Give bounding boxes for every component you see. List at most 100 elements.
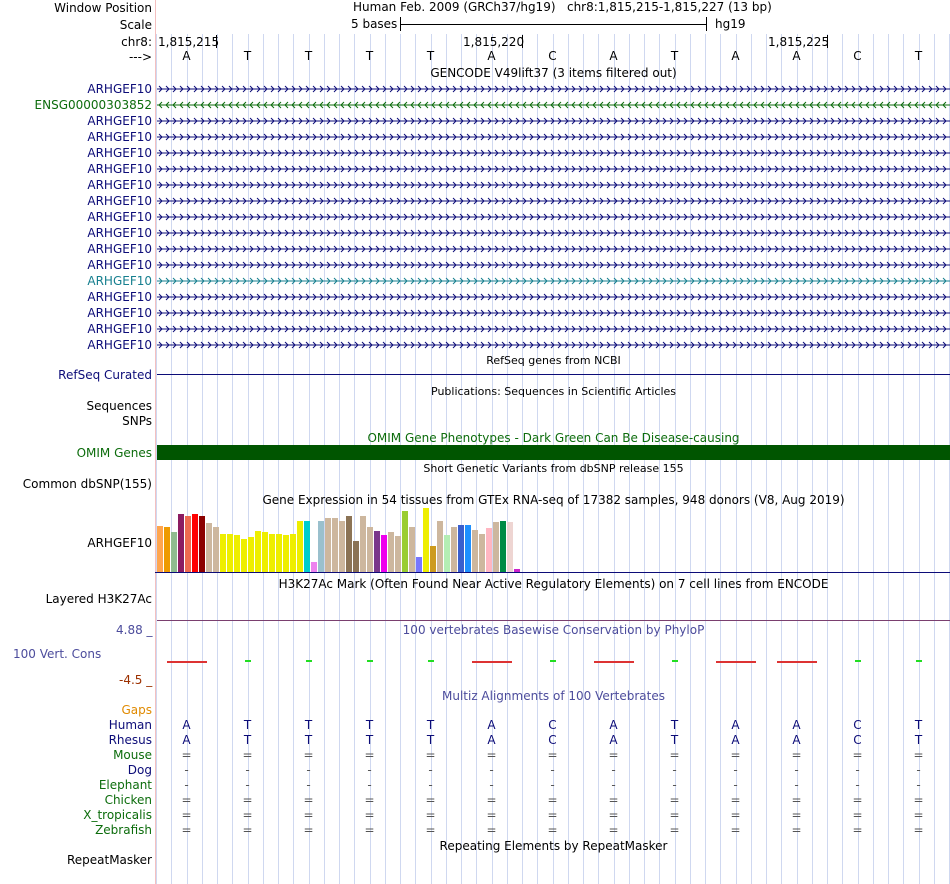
phylop-title[interactable]: 100 vertebrates Basewise Conservation by… [402,623,705,637]
gencode-row-label[interactable]: ARHGEF10 [87,130,152,144]
gtex-tissue-bar[interactable] [339,521,345,572]
gencode-row-label[interactable]: ARHGEF10 [87,210,152,224]
gencode-transcript[interactable] [157,339,950,351]
gtex-tissue-bar[interactable] [507,522,513,572]
gencode-title[interactable]: GENCODE V49lift37 (3 items filtered out) [430,66,677,80]
gtex-tissue-bar[interactable] [388,532,394,572]
gencode-transcript[interactable] [157,291,950,303]
h3k27ac-title[interactable]: H3K27Ac Mark (Often Found Near Active Re… [278,577,829,591]
gencode-row-label[interactable]: ARHGEF10 [87,178,152,192]
gtex-tissue-bar[interactable] [374,531,380,572]
publications-label-sequences[interactable]: Sequences [86,399,152,413]
gencode-transcript[interactable] [157,211,950,223]
phylop-mark[interactable] [715,661,756,663]
gencode-transcript[interactable] [157,179,950,191]
phylop-mark[interactable] [166,661,207,663]
gtex-tissue-bar[interactable] [367,527,373,572]
gtex-tissue-bar[interactable] [318,521,324,572]
gtex-tissue-bar[interactable] [164,527,170,572]
gtex-tissue-bar[interactable] [248,537,254,572]
phylop-mark[interactable] [427,660,434,662]
phylop-label[interactable]: 100 Vert. Cons [13,647,102,661]
gencode-transcript[interactable] [157,243,950,255]
repeatmasker-label[interactable]: RepeatMasker [66,853,152,867]
gtex-label[interactable]: ARHGEF10 [87,536,152,550]
refseq-title[interactable]: RefSeq genes from NCBI [486,354,621,367]
gtex-tissue-bar[interactable] [493,522,499,572]
gtex-tissue-bar[interactable] [360,516,366,572]
gtex-tissue-bar[interactable] [458,525,464,572]
phylop-mark[interactable] [549,660,556,662]
gencode-transcript[interactable] [157,147,950,159]
gencode-row-label[interactable]: ENSG00000303852 [34,98,152,112]
gtex-tissue-bar[interactable] [157,526,163,572]
gtex-tissue-bar[interactable] [332,518,338,572]
multiz-species-label[interactable]: Mouse [113,748,152,762]
gtex-tissue-bar[interactable] [451,527,457,572]
gencode-transcript[interactable] [157,275,950,287]
multiz-species-label[interactable]: Zebrafish [95,823,152,837]
multiz-gaps-label[interactable]: Gaps [121,703,152,717]
gtex-tissue-bar[interactable] [304,521,310,572]
gencode-transcript[interactable] [157,131,950,143]
dbsnp-title[interactable]: Short Genetic Variants from dbSNP releas… [423,462,684,475]
gencode-transcript[interactable] [157,115,950,127]
gtex-tissue-bar[interactable] [269,534,275,572]
gtex-tissue-bar[interactable] [290,534,296,572]
phylop-mark[interactable] [776,661,817,663]
gencode-transcript[interactable] [157,227,950,239]
h3k27ac-line[interactable] [157,620,950,621]
gtex-tissue-bar[interactable] [171,532,177,572]
phylop-mark[interactable] [854,660,861,662]
gencode-row-label[interactable]: ARHGEF10 [87,162,152,176]
gtex-tissue-bar[interactable] [262,532,268,572]
gtex-tissue-bar[interactable] [185,516,191,572]
phylop-mark[interactable] [671,660,678,662]
gencode-transcript[interactable] [157,163,950,175]
omim-label[interactable]: OMIM Genes [76,446,152,460]
gtex-tissue-bar[interactable] [381,535,387,572]
gtex-tissue-bar[interactable] [423,508,429,572]
gtex-tissue-bar[interactable] [206,523,212,572]
gtex-tissue-bar[interactable] [297,521,303,572]
gencode-row-label[interactable]: ARHGEF10 [87,306,152,320]
multiz-species-label[interactable]: Rhesus [108,733,152,747]
gtex-tissue-bar[interactable] [227,534,233,572]
phylop-mark[interactable] [244,660,251,662]
gtex-tissue-bar[interactable] [283,535,289,572]
gtex-tissue-bar[interactable] [402,511,408,572]
gencode-transcript[interactable] [157,259,950,271]
gtex-tissue-bar[interactable] [486,528,492,572]
gencode-row-label[interactable]: ARHGEF10 [87,258,152,272]
repeatmasker-title[interactable]: Repeating Elements by RepeatMasker [439,839,668,853]
gencode-transcript[interactable] [157,195,950,207]
phylop-mark[interactable] [593,661,634,663]
refseq-label[interactable]: RefSeq Curated [58,368,152,382]
gtex-tissue-bar[interactable] [199,516,205,572]
gtex-tissue-bar[interactable] [465,525,471,572]
gtex-bar-chart[interactable] [157,508,950,572]
gencode-transcript[interactable] [157,99,950,111]
gencode-row-label[interactable]: ARHGEF10 [87,290,152,304]
gtex-tissue-bar[interactable] [479,534,485,572]
omim-title[interactable]: OMIM Gene Phenotypes - Dark Green Can Be… [367,431,740,445]
gencode-row-label[interactable]: ARHGEF10 [87,194,152,208]
publications-title[interactable]: Publications: Sequences in Scientific Ar… [431,385,676,398]
phylop-mark[interactable] [366,660,373,662]
gencode-row-label[interactable]: ARHGEF10 [87,242,152,256]
gencode-row-label[interactable]: ARHGEF10 [87,274,152,288]
gencode-transcript[interactable] [157,307,950,319]
gtex-tissue-bar[interactable] [472,530,478,572]
gencode-transcript[interactable] [157,323,950,335]
gencode-row-label[interactable]: ARHGEF10 [87,82,152,96]
gtex-tissue-bar[interactable] [514,569,520,572]
gtex-tissue-bar[interactable] [409,527,415,572]
gencode-row-label[interactable]: ARHGEF10 [87,146,152,160]
gencode-transcript[interactable] [157,83,950,95]
h3k27ac-label[interactable]: Layered H3K27Ac [45,592,152,606]
multiz-species-label[interactable]: Chicken [104,793,152,807]
publications-label-snps[interactable]: SNPs [122,414,152,428]
multiz-title[interactable]: Multiz Alignments of 100 Vertebrates [441,689,666,703]
gtex-tissue-bar[interactable] [178,514,184,572]
gtex-tissue-bar[interactable] [213,527,219,572]
